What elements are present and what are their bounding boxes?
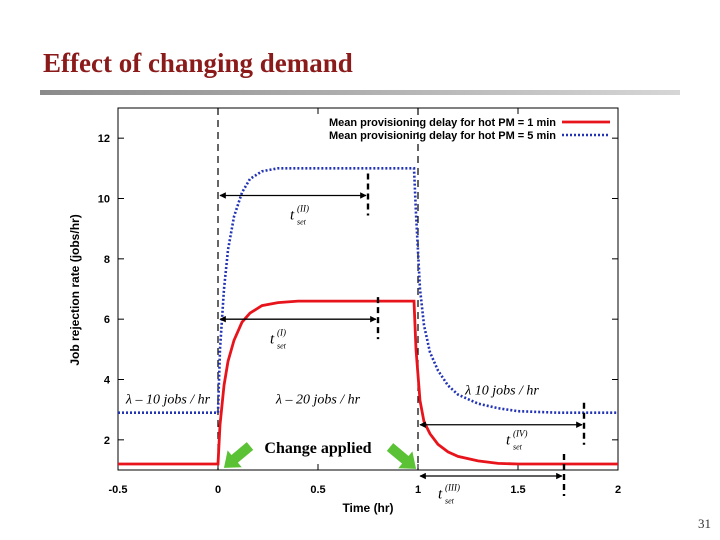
settling-time-symbol: t bbox=[438, 487, 443, 503]
green-arrow-left bbox=[223, 442, 254, 468]
x-tick-label: 1 bbox=[415, 484, 421, 496]
y-axis-label: Job rejection rate (jobs/hr) bbox=[68, 214, 82, 365]
x-tick-label: 0 bbox=[215, 484, 221, 496]
y-tick-label: 12 bbox=[98, 133, 110, 145]
settling-time-subscript: set bbox=[297, 218, 307, 227]
settling-time-superscript: (II) bbox=[297, 204, 309, 214]
settling-time-subscript: set bbox=[445, 497, 455, 506]
x-tick-label: -0.5 bbox=[109, 484, 128, 496]
title-divider bbox=[40, 90, 680, 95]
series-layer bbox=[118, 167, 618, 466]
y-axis: 2 4 6 8 10 12 bbox=[98, 133, 618, 447]
settling-time-symbol: t bbox=[290, 208, 295, 224]
series-line-2 bbox=[118, 167, 618, 414]
phase-label: λ – 10 jobs / hr bbox=[125, 393, 211, 408]
page-number: 31 bbox=[698, 516, 711, 531]
change-point-lines bbox=[217, 108, 419, 470]
legend-label: Mean provisioning delay for hot PM = 5 m… bbox=[329, 130, 556, 142]
x-tick-label: 0.5 bbox=[310, 484, 325, 496]
settling-time-superscript: (III) bbox=[445, 483, 460, 493]
change-applied-label: Change applied bbox=[264, 440, 371, 457]
settling-time-symbol: t bbox=[270, 331, 275, 347]
x-axis-label: Time (hr) bbox=[342, 501, 393, 515]
y-tick-label: 6 bbox=[104, 314, 110, 326]
legend: Mean provisioning delay for hot PM = 1 m… bbox=[329, 117, 610, 142]
y-tick-label: 4 bbox=[104, 375, 111, 387]
y-tick-label: 10 bbox=[98, 194, 110, 206]
x-tick-label: 2 bbox=[615, 484, 621, 496]
change-applied-annotation: Change applied bbox=[223, 440, 417, 469]
phase-label: λ 10 jobs / hr bbox=[464, 384, 539, 399]
series-line-1 bbox=[118, 299, 618, 466]
settling-time-superscript: (IV) bbox=[513, 428, 528, 438]
y-tick-label: 2 bbox=[104, 435, 110, 447]
phase-labels: λ – 10 jobs / hr λ – 20 jobs / hr λ 10 job… bbox=[125, 384, 540, 408]
settling-time-symbol: t bbox=[506, 432, 511, 448]
slide-title: Effect of changing demand bbox=[43, 48, 353, 78]
y-tick-label: 8 bbox=[104, 254, 110, 266]
x-tick-label: 1.5 bbox=[510, 484, 525, 496]
phase-label: λ – 20 jobs / hr bbox=[275, 393, 361, 408]
settling-time-superscript: (I) bbox=[277, 327, 286, 337]
settling-time-subscript: set bbox=[277, 341, 287, 350]
settling-time-subscript: set bbox=[513, 442, 523, 451]
green-arrow-right bbox=[386, 443, 417, 469]
plot-frame bbox=[117, 107, 619, 471]
legend-label: Mean provisioning delay for hot PM = 1 m… bbox=[329, 117, 556, 129]
